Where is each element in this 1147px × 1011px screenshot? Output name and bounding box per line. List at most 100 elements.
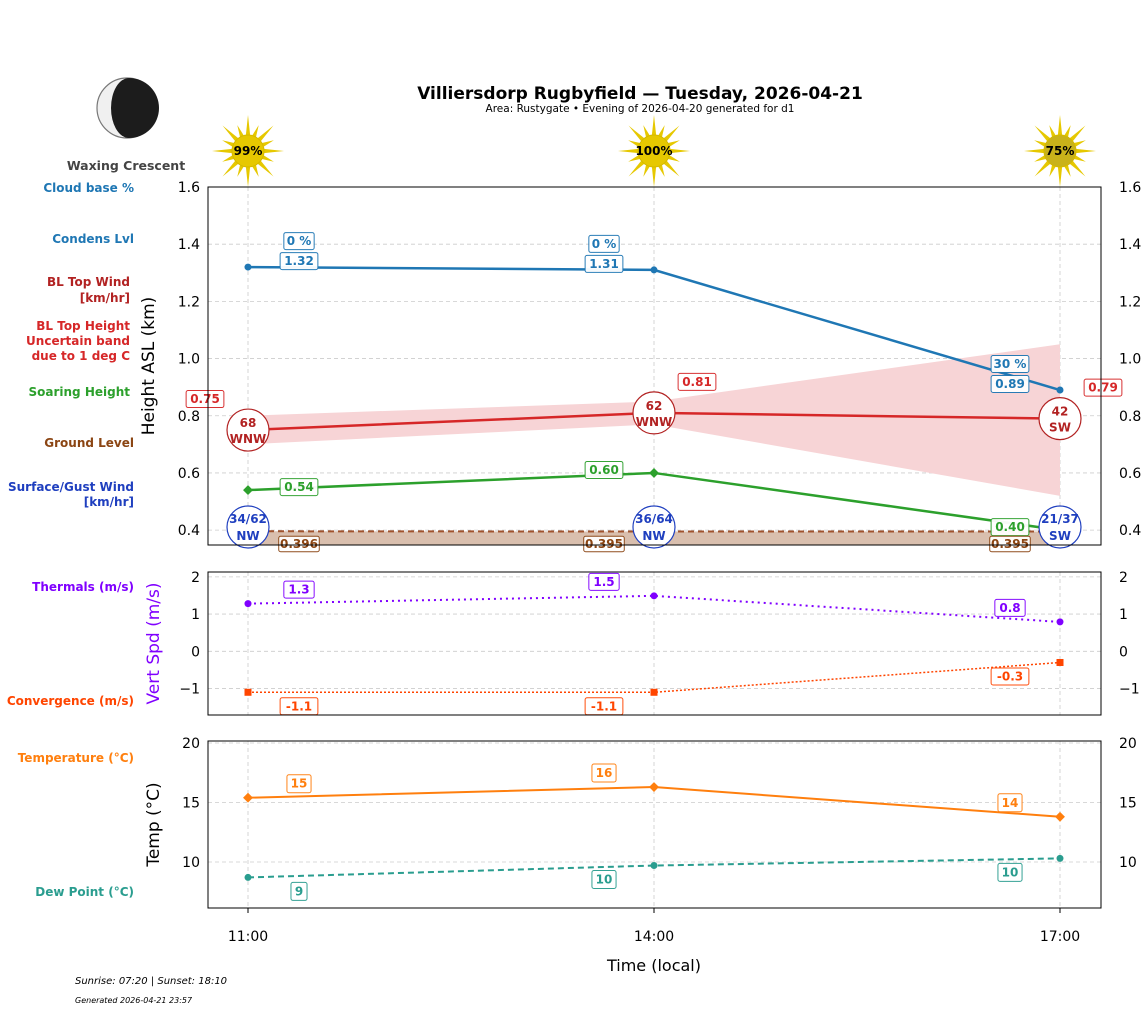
bl-wind-dir: WNW (636, 415, 673, 429)
y-tick-label-right: 1 (1119, 607, 1128, 623)
dewpoint-label-text: 9 (295, 884, 303, 898)
x-axis-title: Time (local) (606, 956, 701, 975)
surface-wind-circle (1038, 505, 1082, 549)
convergence-point (650, 688, 658, 696)
convergence-label-text: -1.1 (286, 699, 312, 713)
y-axis-title: Vert Spd (m/s) (144, 582, 164, 704)
dewpoint-point (650, 862, 658, 870)
y-tick-label: 0.6 (178, 466, 200, 482)
y-tick-label-right: 0.6 (1119, 466, 1141, 482)
surface-wind-speed: 34/62 (229, 512, 267, 526)
condens-label-box (584, 254, 624, 273)
ground-label-text: 0.395 (585, 537, 623, 551)
ground-label: 0.396 (278, 535, 320, 553)
sun-ray (643, 163, 651, 177)
thermals-label-box (994, 598, 1026, 617)
y-tick-label: 0.8 (178, 409, 200, 425)
sun-ray (668, 148, 690, 154)
temperature-label-box (286, 774, 312, 794)
temperature-label-text: 14 (1002, 796, 1019, 810)
soaring-label-box (990, 518, 1030, 537)
sun-ray (1068, 159, 1086, 177)
y-tick-label-right: 0.4 (1119, 523, 1141, 539)
dewpoint-label-text: 10 (1002, 865, 1019, 879)
temperature-label: 14 (997, 793, 1023, 813)
sun-ray (628, 125, 646, 143)
ground-label: 0.395 (989, 535, 1031, 553)
sun-ray (662, 125, 680, 143)
condens-label: 1.31 (584, 254, 624, 273)
thermals-point (1056, 618, 1064, 626)
sun-ray (245, 115, 251, 137)
dewpoint-point (244, 873, 252, 881)
surface-wind-dir: NW (236, 529, 259, 543)
soaring-label-box (279, 478, 319, 497)
bl-height-label: 0.79 (1083, 378, 1123, 397)
cloud-pct-label-text: 30 % (994, 357, 1027, 371)
sun-ray (1057, 115, 1063, 137)
dewpoint-label: 10 (997, 862, 1023, 882)
dewpoint-label-box (997, 862, 1023, 882)
soaring-label-text: 0.54 (284, 480, 314, 494)
bl-height-label: 0.75 (185, 390, 225, 409)
y-tick-label: −1 (179, 682, 200, 698)
legend-bl-wind-unit: [km/hr] (80, 291, 130, 305)
sun-percent: 100% (635, 144, 672, 158)
convergence-label: -0.3 (990, 667, 1030, 686)
surface-wind-dir: SW (1049, 529, 1071, 543)
y-tick-label-right: 1.6 (1119, 180, 1141, 196)
legend-temperature: Temperature (°C) (18, 751, 134, 765)
condens-label: 0.89 (990, 375, 1030, 394)
soaring-label-text: 0.40 (995, 520, 1025, 534)
soaring-label: 0.60 (584, 460, 624, 479)
bl-wind-speed: 62 (646, 399, 663, 413)
sun-ray (628, 159, 646, 177)
soaring-label: 0.40 (990, 518, 1030, 537)
bl-wind-speed: 68 (240, 416, 257, 430)
y-tick-label: 0 (191, 644, 200, 660)
sun-ray (1063, 163, 1071, 177)
bl-wind-circle (226, 408, 270, 452)
temperature-label: 15 (286, 774, 312, 794)
temperature-label-text: 16 (596, 766, 613, 780)
x-tick-label: 11:00 (228, 929, 268, 945)
cloud-pct-label: 0 % (588, 234, 620, 253)
y-tick-label: 1 (191, 607, 200, 623)
legend-condens: Condens Lvl (52, 232, 134, 246)
soaring-label-box (584, 460, 624, 479)
bl-height-label: 0.81 (677, 372, 717, 391)
bl-height-label-text: 0.81 (682, 375, 712, 389)
ground-label-box (278, 535, 320, 553)
ground-label-box (583, 535, 625, 553)
y-tick-label: 10 (182, 855, 200, 871)
y-tick-label-right: 20 (1119, 736, 1137, 752)
y-tick-label: 15 (182, 795, 200, 811)
plot-frame (207, 571, 1102, 716)
y-tick-label-right: −1 (1119, 682, 1140, 698)
sun-ray (628, 140, 642, 148)
moon-icon (96, 77, 159, 139)
surface-wind-dir: NW (642, 529, 665, 543)
sun-disc (637, 134, 671, 168)
convergence-label-text: -0.3 (997, 669, 1023, 683)
sun-ray (251, 163, 259, 177)
bl-height-label-box (185, 390, 225, 409)
dewpoint-line (247, 857, 1061, 879)
temperature-point (243, 792, 253, 803)
temperature-point (649, 782, 659, 792)
legend-soaring: Soaring Height (29, 385, 131, 399)
moon-phase-label: Waxing Crescent (67, 158, 185, 173)
bl-height-label-box (1083, 378, 1123, 397)
legend: Cloud base % Condens Lvl BL Top Wind [km… (7, 181, 134, 899)
convergence-label-box (990, 667, 1030, 686)
y-tick-label-right: 15 (1119, 795, 1137, 811)
sun-ray (260, 140, 274, 148)
convergence-point (244, 688, 252, 696)
y-tick-label-right: 2 (1119, 570, 1128, 586)
sun-ray (1072, 140, 1086, 148)
sun-ray (666, 154, 680, 162)
bl-wind-circle (1038, 397, 1082, 441)
surface-wind-circle (632, 505, 676, 549)
sun-ray (1034, 125, 1052, 143)
